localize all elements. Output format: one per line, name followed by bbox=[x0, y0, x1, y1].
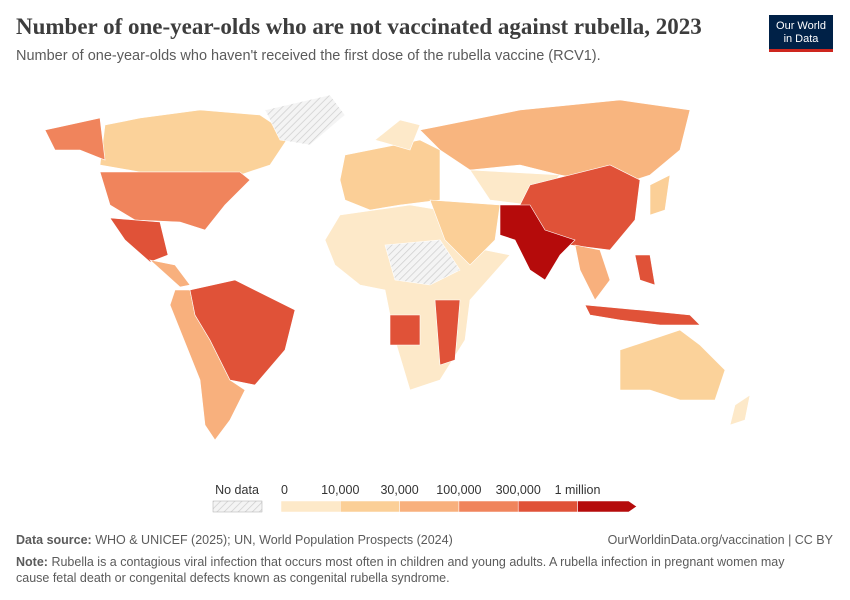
legend-bin bbox=[399, 500, 460, 513]
legend-tick-label: 300,000 bbox=[496, 483, 541, 497]
region[interactable] bbox=[649, 174, 671, 216]
region[interactable] bbox=[389, 314, 421, 346]
legend-tick-label: 10,000 bbox=[321, 483, 359, 497]
source: Data source: WHO & UNICEF (2025); UN, Wo… bbox=[16, 533, 453, 547]
region[interactable] bbox=[429, 199, 501, 266]
region[interactable] bbox=[619, 329, 726, 401]
region[interactable] bbox=[419, 99, 691, 186]
region[interactable] bbox=[109, 217, 169, 263]
source-text: WHO & UNICEF (2025); UN, World Populatio… bbox=[95, 533, 453, 547]
region[interactable] bbox=[264, 94, 346, 146]
logo[interactable]: Our World in Data bbox=[769, 15, 833, 52]
region[interactable] bbox=[339, 139, 441, 211]
no-data-swatch bbox=[212, 500, 263, 513]
countries bbox=[44, 94, 751, 441]
region[interactable] bbox=[148, 259, 191, 288]
legend-bin bbox=[577, 500, 638, 513]
note-label: Note: bbox=[16, 555, 48, 569]
region[interactable] bbox=[374, 119, 421, 151]
note: Note: Rubella is a contagious viral infe… bbox=[16, 554, 816, 586]
legend-tick-label: 0 bbox=[281, 483, 288, 497]
legend-tick-label: 100,000 bbox=[436, 483, 481, 497]
legend-bin bbox=[280, 500, 341, 513]
logo-text: in Data bbox=[783, 33, 819, 45]
logo-text: Our World bbox=[776, 20, 826, 32]
legend-bin bbox=[458, 500, 519, 513]
note-text: Rubella is a contagious viral infection … bbox=[16, 555, 785, 585]
legend-tick-label: 30,000 bbox=[380, 483, 418, 497]
region[interactable] bbox=[499, 204, 576, 281]
region[interactable] bbox=[729, 394, 751, 426]
region[interactable] bbox=[574, 244, 611, 301]
legend-tick-label: 1 million bbox=[555, 483, 601, 497]
url[interactable]: OurWorldinData.org/vaccination | CC BY bbox=[607, 533, 833, 547]
legend: No data 0 10,000 30,000 100,000 300,000 1 mil… bbox=[212, 483, 638, 513]
source-label: Data source: bbox=[16, 533, 92, 547]
region[interactable] bbox=[384, 239, 461, 286]
legend-label: No data bbox=[215, 483, 259, 497]
region[interactable] bbox=[44, 117, 106, 161]
legend-bin bbox=[340, 500, 400, 513]
region[interactable] bbox=[584, 304, 701, 326]
region[interactable] bbox=[434, 299, 461, 366]
region[interactable] bbox=[99, 171, 251, 231]
region[interactable] bbox=[634, 254, 656, 286]
region[interactable] bbox=[99, 109, 291, 176]
title: Number of one-year-olds who are not vacc… bbox=[16, 14, 702, 39]
subtitle: Number of one-year-olds who haven't rece… bbox=[16, 48, 601, 64]
map: No data 0 10,000 30,000 100,000 300,000 1 mil… bbox=[44, 94, 751, 513]
region[interactable] bbox=[189, 279, 296, 386]
legend-bin bbox=[517, 500, 578, 513]
